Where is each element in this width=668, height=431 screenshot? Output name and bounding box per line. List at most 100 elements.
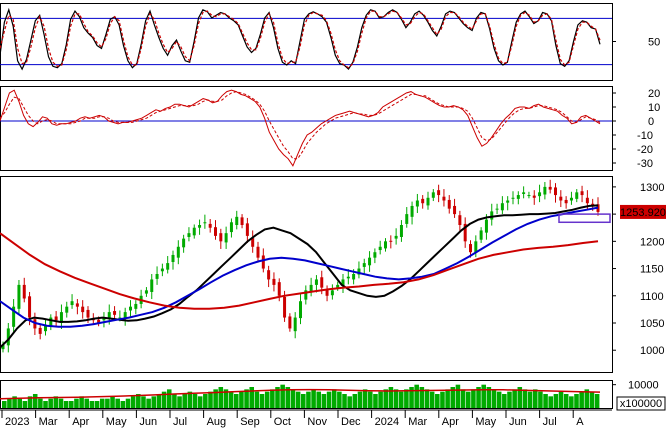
volume-bar — [569, 396, 574, 408]
price-ma-2 — [0, 232, 599, 310]
candle-body — [548, 186, 552, 190]
candle-body — [251, 238, 255, 247]
volume-bar — [38, 398, 43, 408]
candle-body — [155, 274, 159, 279]
price-tick-label: 1000 — [640, 345, 664, 357]
volume-bar — [27, 396, 33, 408]
month-label: Mar — [39, 416, 58, 428]
month-label: Jul — [173, 416, 187, 428]
candle-body — [176, 246, 180, 258]
volume-bar — [326, 391, 332, 408]
volume-bar — [378, 391, 383, 408]
candle-body — [12, 306, 16, 327]
month-label: Jun — [509, 416, 527, 428]
volume-bar — [218, 387, 224, 408]
volume-bar — [512, 389, 517, 408]
volume-bar — [486, 387, 492, 408]
month-label: Aug — [207, 416, 227, 428]
volume-bar — [172, 394, 177, 408]
candle-body — [22, 284, 26, 299]
unit-box — [616, 396, 666, 411]
candle-body — [182, 238, 186, 248]
candle-body — [389, 240, 393, 242]
volume-bar — [584, 389, 590, 408]
macd-tick-label: -10 — [637, 130, 653, 142]
volume-bar — [398, 391, 404, 408]
candle-body — [304, 290, 308, 300]
candle-body — [129, 306, 132, 311]
candle-body — [28, 296, 32, 318]
candle-body — [320, 277, 324, 288]
volume-bar — [429, 391, 435, 408]
candle-body — [415, 200, 419, 207]
volume-bar — [563, 394, 569, 408]
volume-bar — [404, 389, 409, 408]
candle-body — [97, 319, 101, 323]
volume-bar — [331, 389, 337, 408]
candle-body — [394, 235, 398, 239]
volume-bar — [285, 387, 291, 408]
price-frame — [0, 176, 613, 373]
candle-body — [458, 215, 462, 225]
candle-body — [426, 197, 430, 206]
candle-body — [54, 316, 58, 321]
volume-bar — [2, 401, 7, 408]
volume-bar — [228, 391, 234, 408]
annotation-box — [558, 213, 611, 224]
volume-bar — [532, 389, 538, 408]
volume-bar — [440, 391, 445, 408]
candle-body — [6, 328, 10, 346]
volume-bar — [414, 384, 419, 408]
volume-bar — [589, 391, 595, 408]
volume-bar — [574, 394, 579, 408]
candle-body — [224, 233, 228, 243]
candle-body — [44, 325, 47, 332]
stochastic-panel: 50 — [0, 3, 660, 81]
volume-bar — [579, 391, 584, 408]
volume-bar — [197, 396, 203, 408]
candle-body — [399, 225, 403, 237]
macd-series-0 — [0, 89, 601, 167]
volume-bar — [491, 389, 497, 408]
volume-bar — [254, 391, 260, 408]
candle-body — [118, 317, 122, 319]
volume-bar — [558, 391, 564, 408]
candle-body — [134, 303, 138, 309]
volume-bar — [53, 396, 59, 408]
candle-body — [336, 284, 340, 288]
volume-bar — [465, 391, 471, 408]
month-label: A — [576, 416, 584, 428]
volume-bar — [496, 391, 502, 408]
volume-bar — [213, 389, 218, 408]
macd-tick-label: 0 — [648, 116, 654, 128]
volume-bar — [48, 398, 53, 408]
macd-frame — [0, 86, 613, 171]
volume-bar — [264, 391, 270, 408]
month-label: Apr — [442, 416, 459, 428]
volume-bar — [79, 396, 84, 408]
volume-bar — [115, 398, 120, 408]
volume-bar — [244, 389, 249, 408]
volume-bar — [594, 394, 600, 408]
candle-body — [484, 219, 488, 233]
candle-body — [123, 312, 127, 319]
candle-body — [532, 195, 536, 198]
volume-bar — [182, 394, 187, 408]
candle-body — [357, 268, 361, 275]
volume-bar — [316, 391, 322, 408]
volume-bar — [43, 401, 48, 408]
volume-bar — [233, 394, 239, 408]
candle-body — [431, 192, 435, 198]
volume-bar — [259, 394, 265, 408]
volume-bar — [301, 394, 306, 408]
candle-body — [522, 192, 526, 194]
volume-bar — [548, 396, 554, 408]
candle-body — [272, 278, 276, 285]
candle-body — [463, 223, 467, 242]
candle-body — [490, 211, 494, 220]
stoch-tick-label: 50 — [648, 37, 660, 49]
volume-bar — [130, 396, 136, 408]
volume-bar — [280, 384, 285, 408]
candle-body — [187, 233, 191, 237]
candle-body — [373, 252, 377, 258]
